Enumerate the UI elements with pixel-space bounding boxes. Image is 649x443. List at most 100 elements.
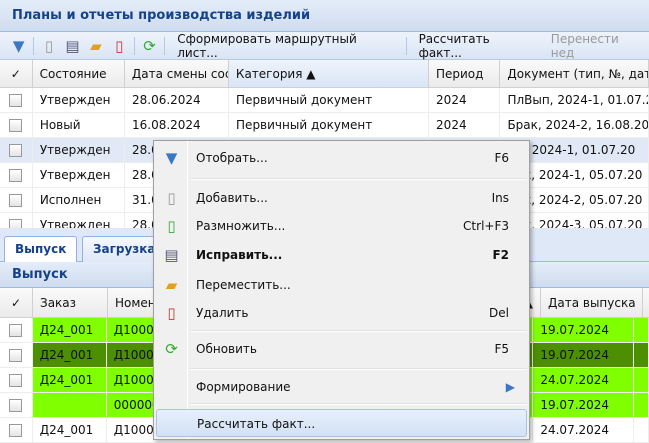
column-order[interactable]: Заказ — [33, 288, 108, 317]
transfer-button: Перенести нед — [550, 31, 619, 60]
menu-item-shortcut: Ins — [491, 191, 509, 205]
move-icon[interactable]: ▰ — [90, 36, 102, 55]
filter-icon[interactable]: ▼ — [12, 36, 25, 55]
context-menu: ▼ Отобрать... F6 ▯ Добавить... Ins ▯ Размножить… — [153, 140, 530, 440]
refresh-icon: ⟳ — [165, 340, 178, 358]
row-checkbox[interactable] — [0, 343, 33, 367]
divider — [133, 36, 135, 55]
column-document[interactable]: Документ (тип, №, дат — [500, 60, 649, 87]
menu-separator — [190, 368, 527, 370]
tab-output[interactable]: Выпуск — [4, 236, 78, 262]
table-row[interactable]: Новый 16.08.2024 Первичный документ 2024 Бра… — [0, 113, 649, 138]
cell: Утвержден — [33, 138, 125, 162]
cell: 28.06.2024 — [125, 88, 230, 112]
menu-item[interactable]: ▼ Отобрать... F6 — [156, 144, 527, 172]
tab-load[interactable]: Загрузка — [82, 236, 162, 262]
cell-order: Д24_001 — [32, 318, 107, 342]
row-checkbox[interactable] — [0, 138, 33, 162]
cell — [634, 368, 649, 392]
row-checkbox[interactable] — [0, 393, 33, 417]
menu-item[interactable]: ▯ Размножить... Ctrl+F3 — [156, 212, 527, 240]
row-checkbox[interactable] — [0, 163, 33, 187]
row-checkbox[interactable] — [0, 318, 33, 342]
filter-icon: ▼ — [165, 149, 178, 167]
column-release-date[interactable]: Дата выпуска — [541, 288, 643, 317]
menu-item-label: Рассчитать факт... — [197, 417, 316, 431]
checkbox-icon — [9, 373, 23, 387]
copy-icon: ▯ — [167, 217, 176, 235]
menu-item-label: Исправить... — [196, 248, 283, 262]
checkbox-icon — [9, 348, 23, 362]
menu-item-label: Обновить — [196, 342, 257, 356]
table-row[interactable]: Утвержден 28.06.2024 Первичный документ 202… — [0, 88, 649, 113]
divider — [164, 36, 166, 55]
cell — [634, 418, 649, 442]
form-route-sheet-button[interactable]: Сформировать маршрутный лист... — [177, 31, 357, 60]
cell-release-date: 24.07.2024 — [533, 418, 634, 442]
select-all-column[interactable]: ✓ — [0, 60, 33, 87]
cell-release-date: 24.07.2024 — [533, 368, 634, 392]
cell: Исполнен — [33, 188, 125, 212]
menu-item[interactable]: Рассчитать факт... — [156, 409, 527, 437]
row-checkbox[interactable] — [0, 368, 33, 392]
menu-item-shortcut: F5 — [494, 342, 509, 356]
cell: Утвержден — [33, 163, 125, 187]
cell-release-date: 19.07.2024 — [533, 343, 634, 367]
checkbox-icon — [9, 143, 23, 157]
add-icon[interactable]: ▯ — [44, 36, 54, 55]
checkbox-icon — [9, 398, 23, 412]
move-icon: ▰ — [165, 276, 178, 294]
cell — [634, 318, 649, 342]
menu-item-shortcut: Del — [489, 306, 509, 320]
menu-item[interactable]: Формирование ▶ — [156, 373, 527, 401]
column-state[interactable]: Состояние — [33, 60, 125, 87]
divider — [405, 36, 407, 55]
cell: Брак, 2024-2, 16.08.202 — [500, 113, 649, 137]
cell: 2024 — [429, 113, 501, 137]
grid-header: ✓ Состояние Дата смены сост Категория ▲ … — [0, 60, 649, 88]
menu-item-shortcut: F2 — [492, 248, 509, 262]
menu-item[interactable]: ▯ Удалить Del — [156, 299, 527, 327]
cell: Первичный документ — [229, 113, 430, 137]
row-checkbox[interactable] — [0, 113, 33, 137]
menu-item[interactable]: ▯ Добавить... Ins — [156, 184, 527, 212]
delete-icon[interactable]: ▯ — [115, 36, 124, 55]
cell: 16.08.2024 — [125, 113, 230, 137]
menu-item-shortcut: Ctrl+F3 — [463, 219, 509, 233]
submenu-arrow-icon: ▶ — [505, 380, 515, 394]
cell — [634, 343, 649, 367]
cell-nomenclature: Д1000 — [107, 418, 534, 442]
column-category[interactable]: Категория ▲ — [228, 60, 429, 87]
refresh-icon[interactable]: ⟳ — [143, 36, 156, 55]
menu-separator — [190, 178, 527, 180]
calc-fact-button[interactable]: Рассчитать факт... — [418, 31, 490, 60]
menu-item-label: Отобрать... — [196, 151, 268, 165]
checkbox-icon — [9, 423, 23, 437]
divider — [33, 36, 35, 55]
checkbox-icon — [9, 323, 23, 337]
row-checkbox[interactable] — [0, 88, 33, 112]
menu-item-label: Переместить... — [196, 278, 291, 292]
cell: Первичный документ — [229, 88, 430, 112]
edit-icon: ▤ — [164, 246, 179, 264]
checkbox-icon — [9, 118, 23, 132]
menu-item-shortcut: F6 — [494, 151, 509, 165]
cell: Утвержден — [33, 88, 125, 112]
copy-icon[interactable]: ▤ — [65, 36, 80, 55]
menu-separator — [190, 403, 527, 405]
cell-order: Д24_001 — [33, 418, 107, 442]
column-date[interactable]: Дата смены сост — [125, 60, 229, 87]
column-period[interactable]: Период — [429, 60, 501, 87]
cell-order: Д24_001 — [32, 368, 107, 392]
menu-item-label: Удалить — [196, 306, 249, 320]
select-all-column[interactable]: ✓ — [0, 288, 33, 317]
menu-item[interactable]: ▤ Исправить... F2 — [156, 241, 527, 269]
row-checkbox[interactable] — [0, 418, 33, 442]
add-icon: ▯ — [167, 189, 176, 207]
menu-item[interactable]: ▰ Переместить... — [156, 271, 527, 299]
row-checkbox[interactable] — [0, 188, 33, 212]
checkbox-icon — [9, 168, 23, 182]
delete-icon: ▯ — [167, 304, 176, 322]
menu-item[interactable]: ⟳ Обновить F5 — [156, 335, 527, 363]
cell — [634, 393, 649, 417]
